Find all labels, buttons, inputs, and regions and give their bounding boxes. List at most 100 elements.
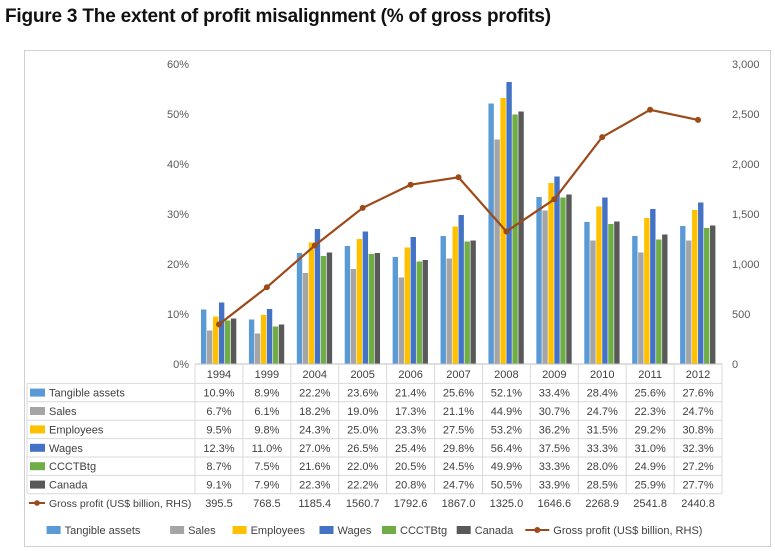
bar [224, 320, 231, 364]
bar [494, 139, 500, 364]
y-axis-left: 0% 10% 20% 30% 40% 50% 60% [167, 59, 189, 371]
table-cell: 31.5% [587, 424, 618, 436]
bar [452, 226, 458, 364]
table-cell: 30.8% [682, 424, 713, 436]
table-cell: 27.0% [299, 443, 330, 455]
y-left-tick-label: 10% [167, 309, 189, 321]
table-cell: 20.5% [395, 461, 426, 473]
x-tick-label: 1999 [255, 369, 279, 381]
table-legend-key [30, 462, 45, 471]
table-cell: 26.5% [347, 443, 378, 455]
bar [440, 236, 446, 364]
bar [446, 258, 452, 364]
table-cell: 44.9% [491, 406, 522, 418]
bar [488, 103, 494, 364]
chart-area: 0% 10% 20% 30% 40% 50% 60% 0 500 1,000 1,500 2,000… [24, 50, 771, 547]
table-cell: 24.7% [682, 406, 713, 418]
gross-profit-point [455, 174, 462, 181]
y-left-tick-label: 0% [173, 359, 189, 371]
table-cell: 29.8% [443, 443, 474, 455]
table-cell: 49.9% [491, 461, 522, 473]
bar [644, 218, 650, 364]
bar [266, 309, 273, 364]
table-cell: 22.3% [299, 480, 330, 492]
table-cell: 25.9% [635, 480, 666, 492]
x-tick-label: 2012 [686, 369, 710, 381]
table-cell: 23.6% [347, 388, 378, 400]
bar [230, 318, 237, 364]
legend-key [382, 526, 396, 534]
bar [404, 247, 410, 364]
table-cell: 28.0% [587, 461, 618, 473]
bar [638, 252, 644, 364]
table-cell: 25.0% [347, 424, 378, 436]
gross-profit-point [263, 284, 270, 291]
legend-label: CCCTBtg [400, 525, 447, 537]
table-cell: 37.5% [539, 443, 570, 455]
bar [686, 240, 692, 364]
bar [254, 333, 261, 364]
table-cell: 1560.7 [346, 498, 380, 510]
table-cell: 19.0% [347, 406, 378, 418]
table-cell: 31.0% [635, 443, 666, 455]
bar [590, 240, 596, 364]
table-cell: 22.2% [299, 388, 330, 400]
figure-title: Figure 3 The extent of profit misalignme… [5, 6, 551, 27]
legend-key [534, 527, 541, 533]
bar [710, 225, 716, 364]
bar [398, 277, 404, 364]
table-cell: 25.4% [395, 443, 426, 455]
bar [704, 228, 710, 364]
table-cell: 7.5% [254, 461, 279, 473]
bar [698, 202, 704, 364]
bar [212, 316, 219, 364]
y-left-tick-label: 40% [167, 159, 189, 171]
table-cell: 10.9% [203, 388, 234, 400]
table-cell: 52.1% [491, 388, 522, 400]
table-cell: 27.5% [443, 424, 474, 436]
bar [650, 209, 656, 364]
y-right-tick-label: 500 [732, 309, 750, 321]
x-tick-label: 2010 [590, 369, 614, 381]
table-cell: 56.4% [491, 443, 522, 455]
y-left-tick-label: 50% [167, 109, 189, 121]
table-cell: 50.5% [491, 480, 522, 492]
legend: Tangible assets Sales Employees Wages CCCTBt… [46, 525, 702, 537]
y-right-tick-label: 3,000 [732, 59, 760, 71]
gross-profit-point [407, 181, 414, 188]
bar [602, 197, 608, 364]
bar [314, 229, 321, 364]
bar [566, 194, 572, 364]
bar [536, 197, 542, 364]
table-cell: 25.6% [635, 388, 666, 400]
table-cell: 9.5% [206, 424, 231, 436]
table-cell: 33.9% [539, 480, 570, 492]
bar [272, 326, 279, 364]
table-cell: 23.3% [395, 424, 426, 436]
table-cell: 395.5 [205, 498, 233, 510]
legend-key [46, 526, 61, 534]
x-tick-label: 2007 [446, 369, 470, 381]
table-cell: 6.7% [206, 406, 231, 418]
legend-label: Gross profit (US$ billion, RHS) [553, 525, 702, 537]
bar [362, 231, 369, 364]
bar [422, 260, 428, 364]
gross-profit-point [359, 204, 366, 211]
y-right-tick-label: 0 [732, 359, 738, 371]
bar [248, 319, 255, 364]
table-row-label: CCCTBtg [49, 461, 96, 473]
table-cell: 24.5% [443, 461, 474, 473]
gross-profit-line-group [216, 106, 701, 328]
y-right-tick-label: 1,500 [732, 209, 760, 221]
chart-svg: 0% 10% 20% 30% 40% 50% 60% 0 500 1,000 1,500 2,000… [26, 59, 760, 537]
gross-profit-point [695, 116, 701, 123]
bar [218, 302, 225, 364]
bar [350, 269, 357, 364]
table-cell: 22.3% [635, 406, 666, 418]
legend-key [170, 526, 185, 534]
table-legend-key [30, 480, 45, 489]
table-cell: 2440.8 [681, 498, 715, 510]
x-tick-label: 2006 [398, 369, 422, 381]
bar [542, 210, 548, 364]
table-cell: 24.7% [443, 480, 474, 492]
